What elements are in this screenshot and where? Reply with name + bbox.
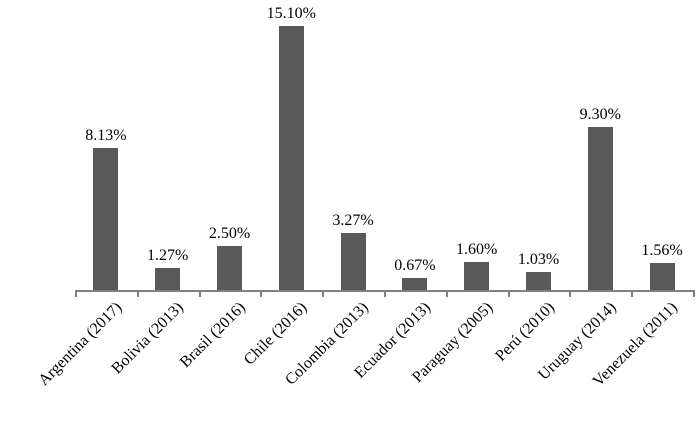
x-axis-tick [260,290,263,297]
x-axis-tick [693,290,695,297]
x-axis-label: Brasil (2016) [176,299,249,372]
bar-value-label: 2.50% [208,225,251,243]
x-axis-tick [384,290,386,297]
x-axis-tick [322,290,325,297]
bar [402,278,428,290]
x-axis-tick [136,290,139,297]
bar [217,246,242,290]
bar-value-label: 15.10% [266,5,316,22]
x-axis-tick [75,290,77,297]
bar [278,26,304,290]
bar [93,147,119,290]
x-axis-label: Perú (2010) [491,299,558,365]
bar [155,267,181,290]
bar-value-label: 1.60% [456,241,498,259]
bar-value-label: 8.13% [85,126,127,144]
bar [649,262,675,290]
x-axis-label: Argentina (2017) [34,299,125,390]
x-axis-tick [198,290,201,297]
bar [340,232,366,290]
bar-value-label: 1.03% [517,250,560,268]
x-axis-tick [631,290,634,297]
bar-value-label: 0.67% [394,257,436,275]
bar-value-label: 1.56% [641,241,683,259]
x-axis-tick [507,290,510,297]
bar-value-label: 1.27% [147,246,189,264]
bar [587,127,613,290]
bar [464,262,490,290]
bar-value-label: 3.27% [332,211,374,229]
x-axis-tick [569,290,572,297]
bar-value-label: 9.30% [579,106,621,124]
bar [526,271,551,290]
x-axis-tick [445,290,448,297]
